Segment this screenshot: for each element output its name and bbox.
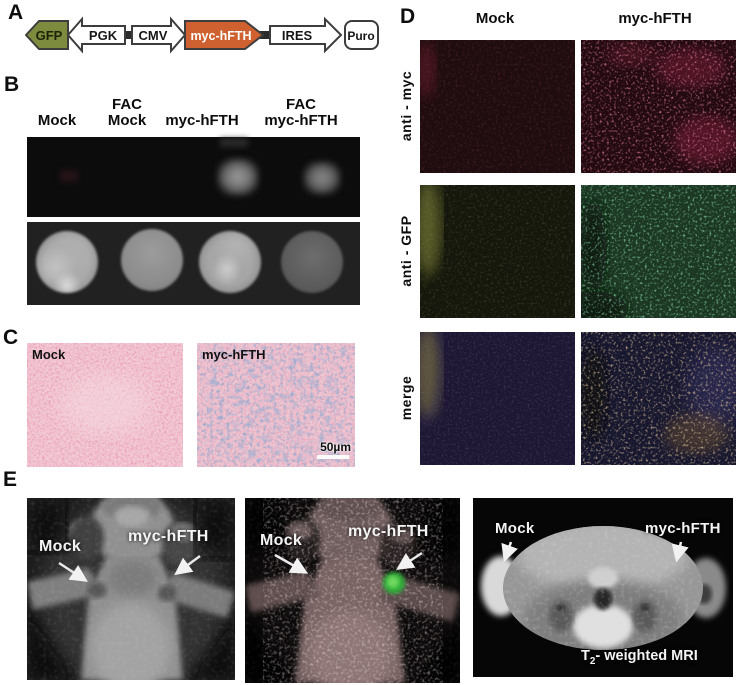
histology-mock-label: Mock <box>32 347 66 362</box>
dot-blot-spot-fac-mock <box>121 229 183 291</box>
d-column-header-mychfth: myc-hFTH <box>618 10 692 27</box>
construct-connector <box>259 31 271 39</box>
puro-box-shape <box>344 20 379 50</box>
construct-gfp-label: GFP <box>36 28 63 43</box>
if-image-merge-mock <box>420 332 575 465</box>
western-blot-image <box>27 137 360 217</box>
mri-mychfth-label: myc-hFTH <box>645 520 721 537</box>
histology-image-mychfth: myc-hFTH 50µm <box>197 343 355 467</box>
panel-e-label: E <box>3 468 18 491</box>
construct-connector <box>124 31 134 39</box>
mouse-photo-fluorescence: Mock myc-hFTH <box>245 498 460 683</box>
if-image-anti-myc-mock <box>420 40 575 173</box>
ires-arrow-shape <box>269 16 343 54</box>
lane-label-fac-mychfth: FAC myc-hFTH <box>264 96 338 129</box>
panel-b-label: B <box>4 73 20 96</box>
histology-image-mock: Mock <box>27 343 183 467</box>
mri-art <box>473 498 733 677</box>
d-row-label-anti-gfp: anti - GFP <box>398 215 414 287</box>
construct-puro-label: Puro <box>347 29 374 43</box>
gene-construct-diagram: GFP PGK CMV myc-hFTH IRES Puro <box>25 16 379 54</box>
panel-a-label: A <box>8 1 24 24</box>
mouse1-mock-label: Mock <box>39 538 82 555</box>
d-row-label-merge: merge <box>398 375 414 421</box>
if-image-merge-mychfth <box>581 332 736 465</box>
blot-band-mychfth <box>217 158 259 196</box>
construct-pgk-label: PGK <box>89 28 118 43</box>
histology-mychfth-texture <box>197 343 355 467</box>
lane-label-mock: Mock <box>37 112 77 129</box>
mock-arrow <box>58 561 88 582</box>
histology-mychfth-label: myc-hFTH <box>202 347 266 362</box>
scale-bar-text: 50µm <box>320 440 351 454</box>
if-image-anti-gfp-mychfth <box>581 185 736 318</box>
mouse-fluorescence-art <box>245 498 460 683</box>
dot-blot-spot-mock <box>36 231 98 293</box>
dot-blot-image <box>27 222 360 305</box>
mri-mock-label: Mock <box>495 520 535 537</box>
mychfth-arrow <box>174 554 201 576</box>
construct-cmv-label: CMV <box>139 28 168 43</box>
mock-arrow <box>501 541 518 563</box>
if-image-anti-gfp-mock <box>420 185 575 318</box>
construct-ires-label: IRES <box>282 28 313 43</box>
mychfth-arrow <box>671 541 689 563</box>
mychfth-arrow-shape <box>184 20 265 50</box>
mouse1-mychfth-label: myc-hFTH <box>128 528 209 545</box>
blot-faint-smudge <box>60 170 78 182</box>
lane-label-fac-mock: FAC Mock <box>107 96 147 129</box>
dot-blot-spot-fac-mychfth <box>281 231 343 293</box>
d-column-header-mock: Mock <box>475 10 515 27</box>
mouse2-mychfth-label: myc-hFTH <box>348 523 429 540</box>
d-row-label-anti-myc: anti - myc <box>398 70 414 142</box>
mouse-grayscale-art <box>27 498 235 680</box>
scale-bar <box>317 455 349 459</box>
dot-blot-spot-mychfth <box>199 231 261 293</box>
mock-arrow <box>274 553 309 574</box>
pgk-arrow-shape <box>66 16 126 54</box>
panel-c-label: C <box>3 326 19 349</box>
mouse-photo-grayscale: Mock myc-hFTH <box>27 498 235 680</box>
construct-mychfth-label: myc-hFTH <box>190 29 251 43</box>
blot-faint-smudge <box>220 138 248 147</box>
blot-band-fac-mychfth <box>303 161 341 195</box>
lane-label-mychfth: myc-hFTH <box>165 112 239 129</box>
histology-mock-texture <box>27 343 183 467</box>
cmv-arrow-shape <box>131 16 187 54</box>
mouse2-mock-label: Mock <box>260 532 303 549</box>
if-image-anti-myc-mychfth <box>581 40 736 173</box>
mychfth-arrow <box>396 551 423 570</box>
mri-image: Mock myc-hFTH T2- weighted MRI <box>473 498 733 677</box>
mri-caption: T2- weighted MRI <box>581 648 698 667</box>
panel-d-label: D <box>400 5 416 28</box>
